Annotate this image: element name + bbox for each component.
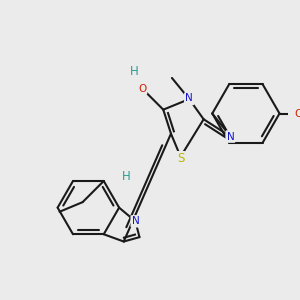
Text: H: H: [122, 169, 130, 183]
Text: N: N: [131, 216, 139, 226]
Text: N: N: [226, 132, 234, 142]
Text: O: O: [138, 83, 146, 94]
Text: H: H: [130, 65, 139, 78]
Text: O: O: [295, 109, 300, 118]
Text: N: N: [226, 132, 234, 142]
Text: N: N: [185, 94, 193, 104]
Text: N: N: [185, 93, 193, 103]
Text: S: S: [177, 152, 184, 165]
Text: N: N: [185, 94, 193, 104]
Text: N: N: [133, 216, 140, 226]
